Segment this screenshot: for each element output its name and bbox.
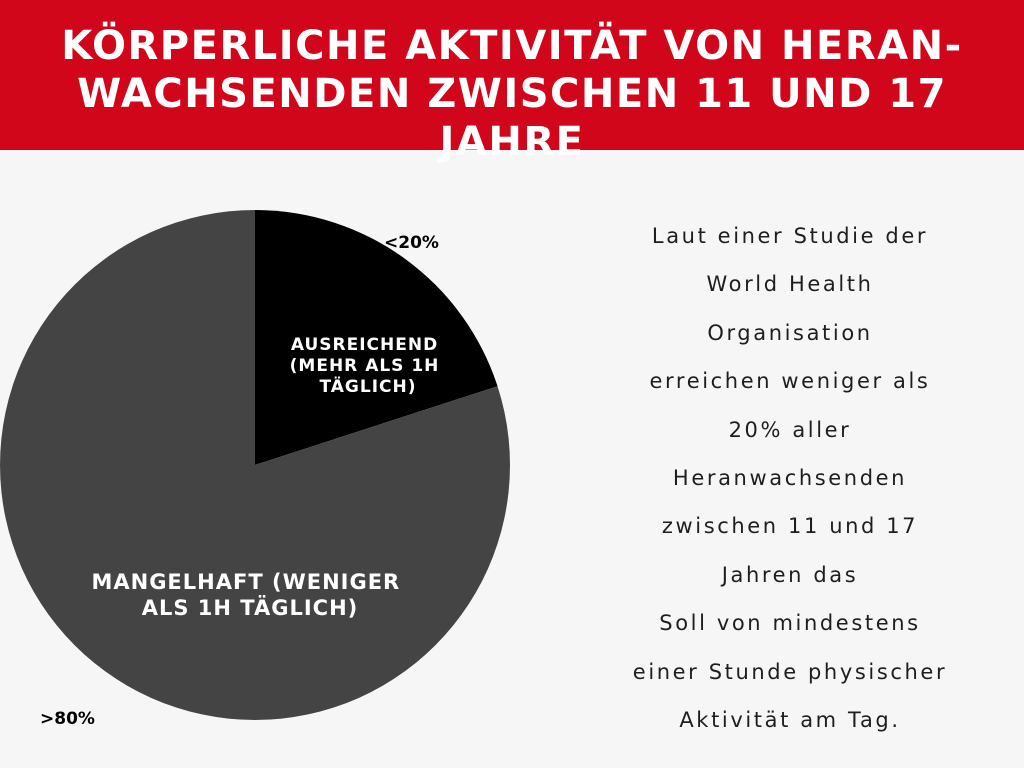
pie-slice-mangelhaft	[0, 210, 511, 720]
description-line-2: World Health	[706, 272, 874, 297]
page-title: KÖRPERLICHE AKTIVITÄT VON HERAN- WACHSEN…	[0, 22, 1024, 166]
description-line-1: Laut einer Studie der	[651, 224, 929, 248]
pct-label-mangelhaft: >80%	[40, 709, 95, 729]
pie-slice-ausreichend	[255, 210, 498, 465]
pie-chart: AUSREICHEND (MEHR ALS 1H TÄGLICH) MANGEL…	[0, 210, 511, 729]
description-line-6: Heranwachsenden	[672, 466, 908, 491]
slice-label-ausreichend-line-1: AUSREICHEND	[291, 335, 438, 355]
description-line-9: Soll von mindestens	[659, 611, 921, 636]
description-line-10: einer Stunde physischer	[632, 659, 948, 684]
slice-label-ausreichend-line-3: TÄGLICH)	[319, 375, 416, 397]
slice-label-mangelhaft: MANGELHAFT (WENIGER ALS 1H TÄGLICH)	[91, 570, 408, 620]
description-line-3: Organisation	[707, 320, 873, 345]
slice-label-ausreichend-line-2: (MEHR ALS 1H	[290, 356, 440, 376]
description-line-11: Aktivität am Tag.	[679, 708, 901, 733]
description-line-7: zwischen 11 und 17	[661, 514, 919, 539]
title-line-1: KÖRPERLICHE AKTIVITÄT VON HERAN-	[61, 23, 963, 69]
description-line-5: 20% aller	[728, 417, 852, 442]
description-text: Laut einer Studie der World Health Organ…	[610, 212, 970, 744]
title-line-2: WACHSENDEN ZWISCHEN 11 UND 17 JAHRE	[77, 71, 947, 165]
slice-label-ausreichend: AUSREICHEND (MEHR ALS 1H TÄGLICH)	[290, 335, 447, 397]
header-banner: KÖRPERLICHE AKTIVITÄT VON HERAN- WACHSEN…	[0, 0, 1024, 165]
description-line-4: erreichen weniger als	[649, 369, 931, 394]
slice-label-mangelhaft-line-1: MANGELHAFT (WENIGER	[91, 570, 400, 594]
pct-label-ausreichend: <20%	[384, 233, 439, 253]
description-line-8: Jahren das	[721, 562, 859, 587]
slice-label-mangelhaft-line-2: ALS 1H TÄGLICH)	[142, 595, 359, 620]
